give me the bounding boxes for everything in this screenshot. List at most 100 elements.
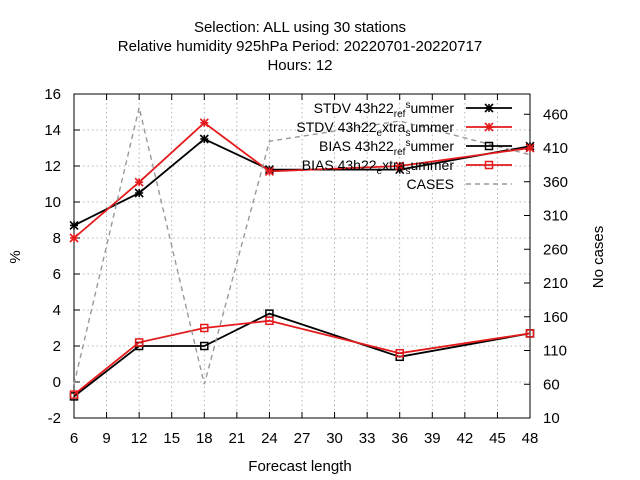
marker-stroke bbox=[264, 166, 274, 176]
data-point bbox=[265, 316, 274, 326]
legend-marker bbox=[484, 122, 494, 132]
y-axis-label: % bbox=[7, 250, 24, 263]
y2-tick-label: 260 bbox=[543, 241, 568, 258]
y2-tick-label: 210 bbox=[543, 275, 568, 292]
axes: 6 9 12 15 18 21 24 27 30 33 36 39 42 45 48-20246810121… bbox=[44, 86, 568, 447]
x-tick-label: 27 bbox=[294, 430, 311, 447]
y2-tick-label: 460 bbox=[543, 106, 568, 123]
legend-label: CASES bbox=[407, 176, 454, 192]
y2-axis-label: No cases bbox=[590, 226, 607, 289]
y-tick-label: -2 bbox=[48, 410, 61, 427]
legend-marker bbox=[484, 160, 494, 170]
legend-label-part: s bbox=[405, 138, 410, 149]
marker-stroke bbox=[69, 233, 79, 243]
legend-label-part: STDV 43h22 bbox=[314, 100, 394, 116]
series-line bbox=[73, 319, 531, 396]
legend-marker bbox=[484, 103, 494, 113]
legend-label-part: e bbox=[377, 128, 383, 139]
marker-stroke bbox=[484, 103, 494, 113]
marker-stroke bbox=[484, 122, 494, 132]
y2-tick-label: 160 bbox=[543, 309, 568, 326]
y-tick-label: 2 bbox=[53, 338, 61, 355]
legend-label-part: BIAS 43h22 bbox=[302, 157, 377, 173]
legend-label-part: CASES bbox=[407, 176, 454, 192]
data-point bbox=[69, 233, 79, 243]
series-line bbox=[73, 121, 531, 239]
legend-entry-1: STDV 43h22refsummer bbox=[314, 100, 512, 120]
data-point bbox=[525, 143, 535, 153]
x-tick-label: 24 bbox=[261, 430, 278, 447]
legend-label: BIAS 43h22refsummer bbox=[319, 138, 454, 158]
legend-label-part: s bbox=[405, 128, 410, 139]
grid bbox=[74, 94, 530, 418]
legend-label-part: xtra bbox=[382, 119, 406, 135]
data-point bbox=[525, 329, 535, 338]
legend-label-part: ummer bbox=[410, 138, 454, 154]
legend-label-part: s bbox=[405, 166, 410, 177]
data-point bbox=[200, 323, 209, 333]
legend-label-part: ummer bbox=[410, 119, 454, 135]
data-point bbox=[134, 338, 144, 347]
data-point bbox=[200, 341, 209, 351]
series-4 bbox=[69, 316, 535, 399]
legend-label-part: ref bbox=[394, 109, 406, 120]
legend-marker bbox=[484, 141, 494, 151]
legend-label-part: STDV 43h22 bbox=[296, 119, 376, 135]
series-line bbox=[73, 107, 531, 385]
legend-label-part: s bbox=[405, 100, 410, 111]
marker-stroke bbox=[69, 220, 79, 230]
data-point bbox=[395, 348, 404, 358]
y2-tick-label: 60 bbox=[543, 376, 560, 393]
legend-label-part: ummer bbox=[410, 157, 454, 173]
legend-label-part: e bbox=[377, 166, 383, 177]
data-point bbox=[69, 220, 79, 230]
legend-label-part: ref bbox=[394, 147, 406, 158]
y2-tick-label: 410 bbox=[543, 140, 568, 157]
y2-tick-label: 10 bbox=[543, 410, 560, 427]
marker-stroke bbox=[525, 143, 535, 153]
x-tick-label: 21 bbox=[229, 430, 246, 447]
y-tick-label: 16 bbox=[44, 86, 61, 103]
chart-title: Selection: ALL using 30 stations Relativ… bbox=[118, 19, 482, 74]
x-tick-label: 9 bbox=[102, 430, 110, 447]
legend-label-part: xtra bbox=[382, 157, 406, 173]
x-tick-label: 42 bbox=[457, 430, 474, 447]
data-point bbox=[199, 134, 209, 144]
marker-stroke bbox=[199, 118, 209, 128]
x-tick-label: 45 bbox=[489, 430, 506, 447]
x-tick-label: 30 bbox=[326, 430, 343, 447]
title-line-3: Hours: 12 bbox=[267, 57, 332, 74]
series-5 bbox=[73, 107, 531, 385]
marker-stroke bbox=[199, 134, 209, 144]
legend-entry-5: CASES bbox=[407, 176, 512, 192]
legend-label: STDV 43h22refsummer bbox=[314, 100, 455, 120]
series-line bbox=[73, 312, 531, 398]
x-tick-label: 18 bbox=[196, 430, 213, 447]
legend-entry-2: STDV 43h22extrasummer bbox=[296, 119, 512, 139]
legend-entry-4: BIAS 43h22extrasummer bbox=[302, 157, 512, 177]
series-2 bbox=[69, 118, 535, 243]
legend-label-part: ummer bbox=[410, 100, 454, 116]
data-point bbox=[395, 161, 405, 171]
y-tick-label: 14 bbox=[44, 122, 61, 139]
y-tick-label: 6 bbox=[53, 266, 61, 283]
marker-stroke bbox=[395, 161, 405, 171]
x-tick-label: 15 bbox=[163, 430, 180, 447]
y-tick-label: 4 bbox=[53, 302, 61, 319]
title-line-1: Selection: ALL using 30 stations bbox=[194, 19, 406, 36]
data-point bbox=[69, 390, 79, 399]
x-axis-label: Forecast length bbox=[248, 458, 351, 475]
y-tick-label: 10 bbox=[44, 194, 61, 211]
x-tick-label: 12 bbox=[131, 430, 148, 447]
x-tick-label: 39 bbox=[424, 430, 441, 447]
x-tick-label: 36 bbox=[391, 430, 408, 447]
legend-entry-3: BIAS 43h22refsummer bbox=[319, 138, 512, 158]
data-point bbox=[134, 188, 144, 198]
x-tick-label: 48 bbox=[522, 430, 539, 447]
y2-tick-label: 310 bbox=[543, 208, 568, 225]
legend-label: STDV 43h22extrasummer bbox=[296, 119, 454, 139]
y2-tick-label: 360 bbox=[543, 174, 568, 191]
data-point bbox=[199, 118, 209, 128]
